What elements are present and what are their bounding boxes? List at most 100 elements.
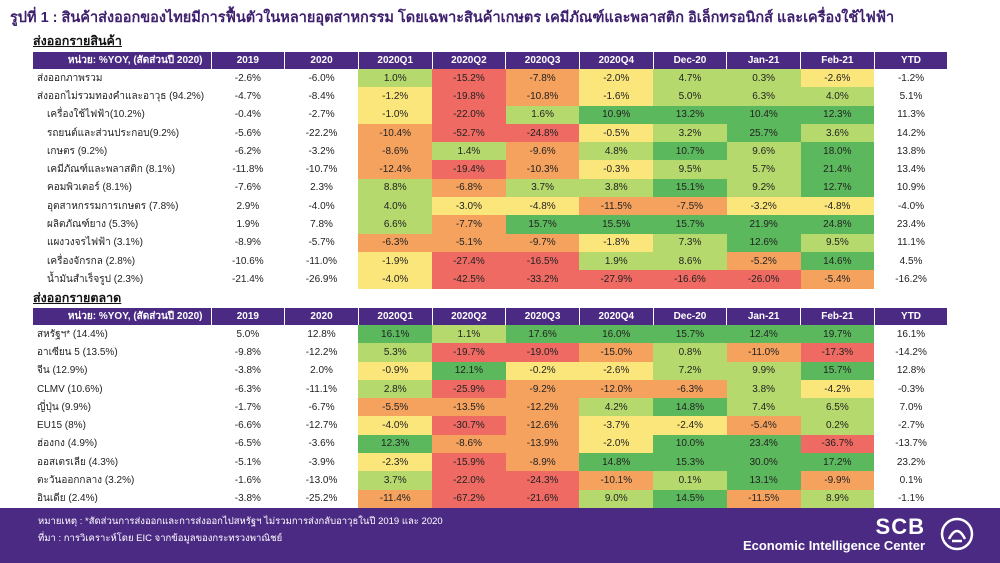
markets-table: หน่วย: %YOY, (สัดส่วนปี 2020) 2019 2020 202… — [33, 308, 949, 508]
column-header: Jan-21 — [726, 308, 801, 325]
value-cell: -6.2% — [234, 145, 261, 157]
row-label: สหรัฐฯ* (14.4%) — [37, 328, 108, 340]
value-cell: -3.9% — [308, 456, 335, 468]
value-cell: 13.4% — [896, 164, 926, 176]
value-cell: 23.4% — [896, 219, 926, 231]
value-cell: -27.9% — [579, 270, 654, 289]
value-cell: -3.7% — [579, 416, 654, 435]
value-cell: 7.8% — [310, 219, 333, 231]
value-cell: 0.8% — [653, 343, 727, 362]
products-header-row: หน่วย: %YOY, (สัดส่วนปี 2020) 2019 2020 202… — [33, 52, 949, 69]
value-cell: 11.3% — [897, 109, 925, 121]
value-cell: -6.0% — [308, 72, 335, 84]
table-row: ฮ่องกง (4.9%) -6.5% -3.6% 12.3% -8.6% -13.9% -… — [33, 434, 948, 454]
value-cell: 12.3% — [800, 105, 875, 124]
value-cell: 7.0% — [899, 401, 923, 413]
value-cell: 9.5% — [800, 233, 875, 252]
scb-emblem-icon — [940, 517, 974, 551]
markets-header-row: หน่วย: %YOY, (สัดส่วนปี 2020) 2019 2020 202… — [33, 308, 949, 325]
value-cell: -1.2% — [897, 72, 925, 84]
table-row: ส่งออกไม่รวมทองคำและอาวุธ (94.2%) -4.7% -8… — [33, 87, 948, 106]
value-cell: -4.2% — [800, 379, 875, 399]
table-row: อาเซียน 5 (13.5%) -9.8% -12.2% 5.3% -19.7% -1… — [33, 343, 948, 362]
column-header: Dec-20 — [653, 52, 728, 69]
value-cell: 3.6% — [800, 123, 875, 143]
value-cell: -9.7% — [505, 233, 580, 252]
value-cell: -42.5% — [432, 270, 506, 289]
table-row: CLMV (10.6%) -6.3% -11.1% 2.8% -25.9% -9.2% -1… — [33, 379, 948, 399]
value-cell: -33.2% — [505, 270, 580, 289]
value-cell: 4.8% — [579, 142, 654, 161]
value-cell: 15.7% — [800, 361, 875, 380]
value-cell: -10.6% — [232, 255, 264, 267]
value-cell: 14.2% — [896, 127, 926, 139]
value-cell: 16.1% — [896, 328, 926, 340]
column-header: 2020Q4 — [579, 52, 654, 69]
value-cell: 2.9% — [236, 200, 260, 212]
value-cell: -3.8% — [234, 365, 261, 377]
value-cell: -12.7% — [305, 420, 338, 432]
value-cell: -19.4% — [432, 160, 506, 179]
value-cell: -26.9% — [305, 273, 338, 285]
value-cell: 13.1% — [726, 471, 801, 490]
value-cell: 1.1% — [432, 325, 506, 344]
logo-eic: Economic Intelligence Center — [742, 538, 925, 553]
row-label: อินเดีย (2.4%) — [37, 493, 98, 505]
row-label: ผลิตภัณฑ์ยาง (5.3%) — [47, 219, 139, 231]
value-cell: -1.0% — [358, 105, 433, 124]
value-cell: 9.9% — [726, 361, 801, 380]
value-cell: -24.8% — [505, 123, 580, 143]
value-cell: 23.4% — [726, 434, 801, 454]
value-cell: -1.6% — [234, 475, 261, 487]
value-cell: -2.0% — [579, 69, 654, 88]
table-row: เครื่องใช้ไฟฟ้า(10.2%) -0.4% -2.7% -1.0% -22… — [33, 105, 948, 124]
value-cell: -5.1% — [234, 456, 261, 468]
footer-bar — [0, 508, 1000, 563]
column-header: 2019 — [211, 52, 286, 69]
row-label: จีน (12.9%) — [37, 365, 88, 377]
value-cell: -2.0% — [579, 434, 654, 454]
value-cell: 11.1% — [897, 237, 925, 249]
row-label: คอมพิวเตอร์ (8.1%) — [47, 182, 133, 194]
value-cell: -10.1% — [579, 471, 654, 490]
value-cell: 9.6% — [726, 142, 801, 161]
value-cell: 5.1% — [899, 90, 923, 102]
table-row: เกษตร (9.2%) -6.2% -3.2% -8.6% 1.4% -9.6% 4.8%… — [33, 142, 948, 161]
value-cell: -13.5% — [432, 398, 506, 417]
value-cell: -2.6% — [579, 361, 654, 380]
value-cell: -4.0% — [358, 416, 433, 435]
value-cell: -11.0% — [306, 255, 337, 267]
value-cell: -13.0% — [305, 475, 338, 487]
value-cell: 7.3% — [653, 233, 727, 252]
value-cell: -9.6% — [505, 142, 580, 161]
page-title: รูปที่ 1 : สินค้าส่งออกของไทยมีการฟื้นตั… — [10, 10, 895, 26]
value-cell: -30.7% — [432, 416, 506, 435]
table-row: ผลิตภัณฑ์ยาง (5.3%) 1.9% 7.8% 6.6% -7.7% 15.7… — [33, 215, 948, 234]
value-cell: -0.5% — [579, 123, 654, 143]
value-cell: -11.5% — [726, 489, 801, 508]
column-header: 2020 — [284, 308, 359, 325]
value-cell: -12.4% — [358, 160, 433, 179]
value-cell: -13.9% — [505, 434, 580, 454]
column-header: 2020Q2 — [432, 52, 507, 69]
value-cell: -3.0% — [432, 197, 506, 216]
value-cell: 1.0% — [358, 69, 433, 88]
value-cell: -8.6% — [432, 434, 506, 454]
table-row: เคมีภัณฑ์และพลาสติก (8.1%) -11.8% -10.7% -1… — [33, 160, 948, 179]
row-label: EU15 (8%) — [37, 420, 86, 432]
value-cell: 6.6% — [358, 215, 433, 234]
value-cell: -4.8% — [505, 197, 580, 216]
value-cell: 3.2% — [653, 123, 727, 143]
value-cell: -10.7% — [305, 164, 338, 176]
value-cell: -9.8% — [234, 346, 261, 358]
value-cell: -21.6% — [505, 489, 580, 508]
column-header: 2020Q4 — [579, 308, 654, 325]
row-label: เกษตร (9.2%) — [47, 145, 108, 157]
value-cell: -15.9% — [432, 453, 506, 472]
table-row: ออสเตรเลีย (4.3%) -5.1% -3.9% -2.3% -15.9% -8… — [33, 453, 948, 472]
value-cell: -19.7% — [432, 343, 506, 362]
value-cell: -21.4% — [232, 273, 264, 285]
value-cell: -36.7% — [800, 434, 875, 454]
table-row: รถยนต์และส่วนประกอบ(9.2%) -5.6% -22.2% -10.… — [33, 123, 948, 143]
value-cell: 4.5% — [899, 255, 923, 267]
